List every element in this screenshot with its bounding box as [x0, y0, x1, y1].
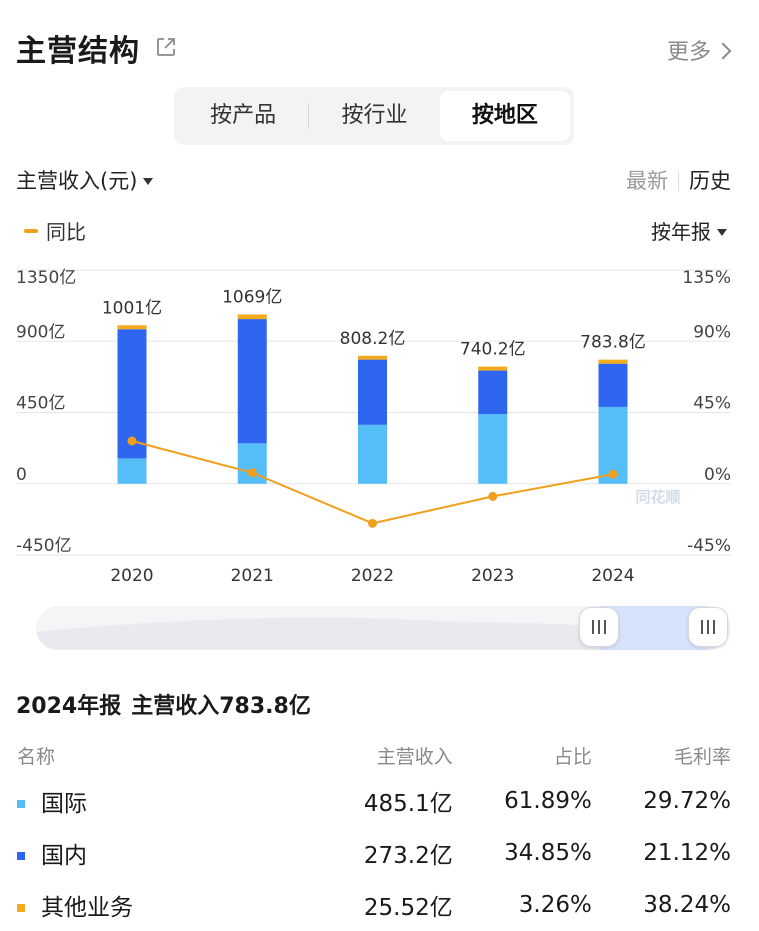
- row-revenue: 273.2亿: [363, 843, 453, 869]
- summary-period: 2024年报: [16, 694, 122, 719]
- yoy-point: [608, 469, 618, 479]
- caret-down-icon: [717, 229, 727, 236]
- bar-total-label: 783.8亿: [580, 333, 646, 353]
- row-margin: 29.72%: [643, 788, 731, 814]
- line-swatch-icon: [24, 228, 38, 233]
- history-toggle[interactable]: 历史: [689, 169, 731, 193]
- y-tick-label: 0: [16, 465, 27, 485]
- y2-tick-label: 0%: [704, 465, 731, 485]
- tab-divider: [308, 103, 310, 129]
- bar-segment: [598, 359, 628, 364]
- bar-segment: [478, 366, 508, 371]
- table-row[interactable]: 国内 273.2亿 34.85% 21.12%: [16, 827, 732, 879]
- bar-total-label: 808.2亿: [340, 329, 406, 349]
- y2-tick-label: -45%: [687, 536, 731, 556]
- tab-by-region[interactable]: 按地区: [439, 91, 570, 141]
- bar-segment: [358, 359, 387, 425]
- grip-line-icon: [604, 620, 606, 634]
- grip-line-icon: [701, 620, 703, 634]
- bar-segment: [598, 363, 628, 407]
- summary-heading: 2024年报 主营收入783.8亿: [16, 688, 321, 720]
- page-title: 主营结构: [16, 34, 140, 69]
- tab-group: 按产品 按行业 按地区: [174, 87, 574, 145]
- legend-yoy[interactable]: 同比: [24, 216, 86, 245]
- color-swatch-icon: [17, 800, 25, 808]
- x-tick-label: 2021: [231, 566, 274, 586]
- color-swatch-icon: [17, 904, 25, 912]
- legend-label: 同比: [46, 220, 86, 244]
- grip-line-icon: [592, 620, 594, 634]
- row-name: 国内: [41, 843, 87, 869]
- more-label: 更多: [666, 40, 711, 65]
- bar-total-label: 1069亿: [222, 287, 282, 307]
- row-share: 3.26%: [518, 892, 592, 918]
- x-tick-label: 2022: [351, 566, 394, 586]
- yoy-point: [247, 468, 257, 478]
- y2-tick-label: 45%: [693, 394, 731, 414]
- table-row[interactable]: 其他业务 25.52亿 3.26% 38.24%: [16, 879, 732, 931]
- row-margin: 38.24%: [643, 892, 731, 918]
- yoy-point: [488, 491, 498, 501]
- grip-line-icon: [713, 620, 715, 634]
- grip-line-icon: [707, 620, 709, 634]
- summary-label: 主营收入783.8亿: [131, 694, 311, 719]
- table-row[interactable]: 国际 485.1亿 61.89% 29.72%: [16, 775, 732, 827]
- latest-toggle[interactable]: 最新: [626, 169, 668, 193]
- external-link-icon[interactable]: [154, 35, 178, 59]
- row-revenue: 25.52亿: [363, 895, 453, 921]
- row-margin: 21.12%: [643, 840, 731, 866]
- more-link[interactable]: 更多: [666, 34, 732, 66]
- grip-line-icon: [598, 620, 600, 634]
- y-tick-label: 450亿: [16, 394, 65, 414]
- mode-divider: [678, 171, 679, 191]
- revenue-chart[interactable]: 1350亿 135% 900亿 90% 450亿 45% 0 0% -450亿 -45% 同花顺 10…: [0, 255, 759, 595]
- col-name: 名称: [17, 745, 56, 768]
- region-table: 名称 主营收入 占比 毛利率 国际 485.1亿 61.89% 29.72% 国…: [16, 735, 732, 931]
- y2-tick-label: 135%: [682, 268, 731, 288]
- tab-by-product[interactable]: 按产品: [210, 103, 277, 128]
- watermark: 同花顺: [635, 488, 680, 506]
- bar-segment: [237, 319, 267, 444]
- bar-segment: [237, 314, 267, 320]
- bar-segment: [478, 414, 508, 484]
- tab-by-industry[interactable]: 按行业: [341, 103, 408, 128]
- x-tick-label: 2024: [591, 566, 634, 586]
- period-dropdown[interactable]: 按年报: [651, 216, 727, 245]
- x-tick-label: 2023: [471, 566, 514, 586]
- mode-switch: 最新 历史: [626, 165, 731, 195]
- bar-segment: [117, 458, 147, 484]
- row-name: 国际: [41, 791, 87, 817]
- y2-tick-label: 90%: [693, 322, 731, 342]
- bar-segment: [478, 370, 508, 415]
- bar-total-label: 740.2亿: [460, 340, 526, 360]
- metric-label: 主营收入(元): [16, 169, 138, 193]
- col-revenue: 主营收入: [376, 745, 453, 768]
- range-slider-left-handle[interactable]: [579, 607, 619, 647]
- slider-preview-area: [36, 617, 730, 650]
- row-name: 其他业务: [41, 895, 133, 921]
- color-swatch-icon: [17, 852, 25, 860]
- yoy-point: [368, 518, 377, 528]
- y-tick-label: -450亿: [16, 536, 72, 556]
- bar-total-label: 1001亿: [102, 298, 162, 318]
- metric-dropdown[interactable]: 主营收入(元): [16, 165, 154, 195]
- range-slider-right-handle[interactable]: [688, 607, 728, 647]
- y-tick-label: 900亿: [16, 322, 65, 342]
- bar-segment: [358, 424, 387, 484]
- bar-segment: [117, 325, 147, 330]
- table-header-row: 名称 主营收入 占比 毛利率: [16, 735, 732, 775]
- col-share: 占比: [553, 745, 592, 768]
- col-margin: 毛利率: [673, 745, 731, 768]
- yoy-point: [127, 436, 137, 446]
- row-share: 34.85%: [504, 840, 592, 866]
- bar-segment: [358, 355, 387, 360]
- x-tick-label: 2020: [110, 566, 153, 586]
- period-label: 按年报: [651, 220, 711, 244]
- chevron-right-icon: [714, 42, 732, 60]
- caret-down-icon: [143, 178, 154, 185]
- row-revenue: 485.1亿: [363, 791, 453, 817]
- row-share: 61.89%: [504, 788, 592, 814]
- y-tick-label: 1350亿: [16, 268, 76, 288]
